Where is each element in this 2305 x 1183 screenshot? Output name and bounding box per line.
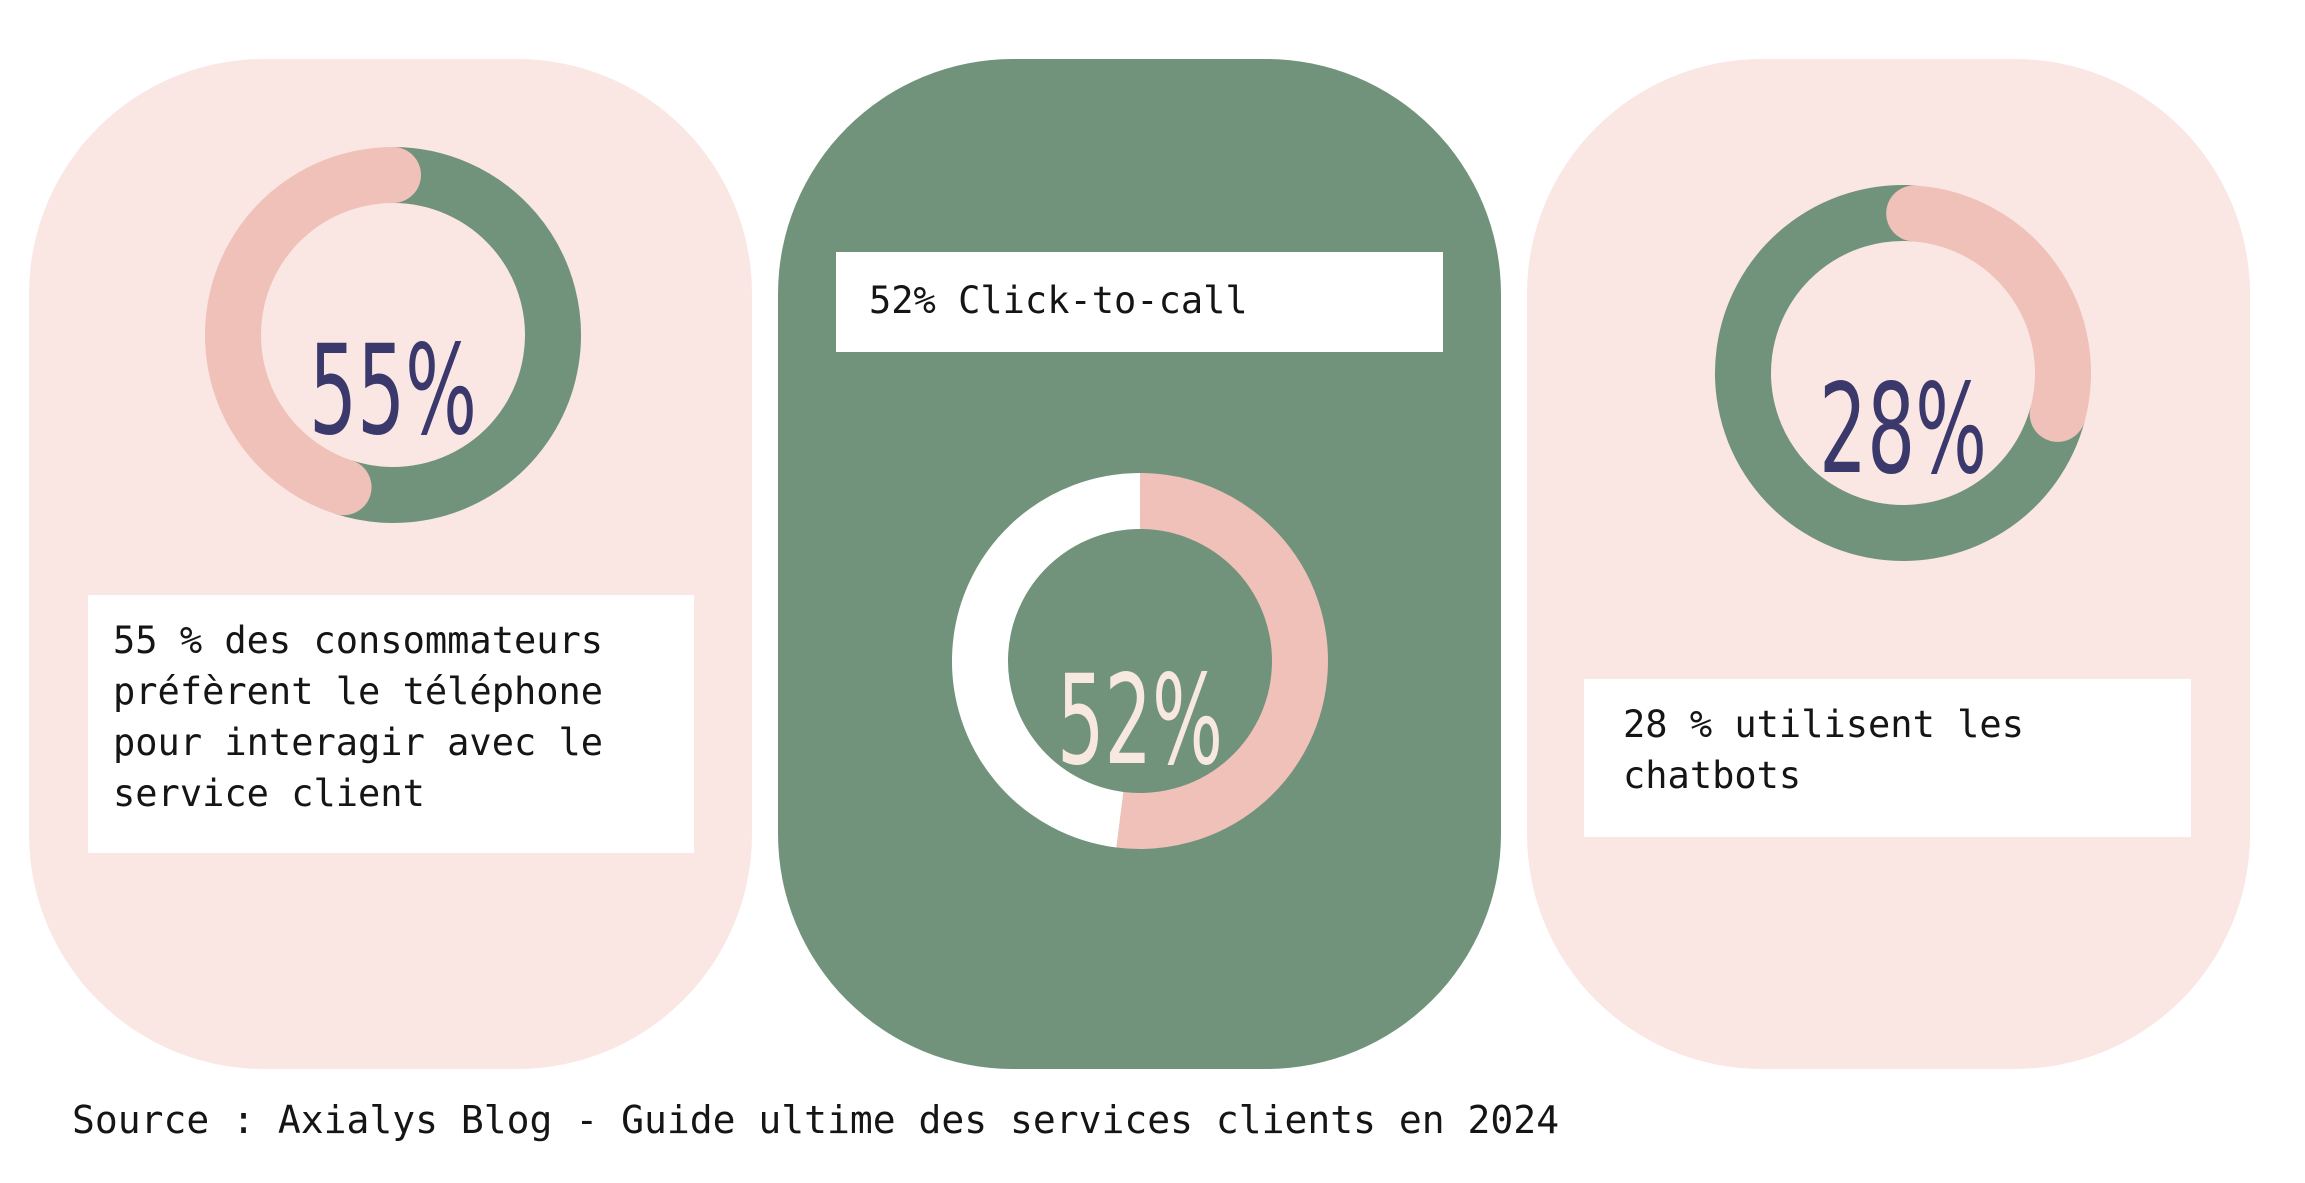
- donut-chart-click-to-call: 52%: [952, 473, 1328, 849]
- caption-phone: 55 % des consommateurs préfèrent le télé…: [88, 595, 694, 853]
- donut-2-segments: [952, 473, 1328, 849]
- caption-line: service client: [113, 772, 425, 815]
- donut-3-percent-label: 28%: [1819, 358, 1987, 502]
- stat-card-click-to-call: 52% 52% Click-to-call: [778, 59, 1501, 1069]
- caption-line: préfèrent le téléphone: [113, 670, 604, 713]
- caption-line: chatbots: [1623, 754, 1802, 797]
- donut-1-slice-2: [205, 147, 421, 516]
- donut-3-slice-1: [1886, 185, 2091, 442]
- source-note: Source : Axialys Blog - Guide ultime des…: [72, 1098, 1560, 1142]
- donut-3-slice-2: [1715, 185, 2085, 561]
- caption-line: pour interagir avec le: [113, 721, 604, 764]
- header-text: 52% Click-to-call: [869, 279, 1248, 322]
- donut-1-segments: [205, 147, 581, 523]
- donut-3-segments: [1715, 185, 2091, 561]
- donut-2-percent-label: 52%: [1057, 649, 1223, 793]
- donut-1-slice-1: [334, 147, 581, 523]
- caption-chatbots: 28 % utilisent les chatbots: [1584, 679, 2191, 837]
- stat-card-chatbots: 28% 28 % utilisent les chatbots: [1527, 59, 2250, 1069]
- donut-chart-chatbots: 28%: [1715, 185, 2091, 561]
- donut-1-percent-label: 55%: [309, 319, 477, 463]
- caption-line: 28 % utilisent les: [1623, 703, 2024, 746]
- stat-card-phone: 55% 55 % des consommateurs préfèrent le …: [29, 59, 752, 1069]
- donut-chart-phone: 55%: [205, 147, 581, 523]
- header-click-to-call: 52% Click-to-call: [836, 252, 1443, 352]
- donut-2-slice-2: [952, 473, 1141, 848]
- caption-line: 55 % des consommateurs: [113, 619, 604, 662]
- donut-2-slice-1: [1116, 473, 1328, 849]
